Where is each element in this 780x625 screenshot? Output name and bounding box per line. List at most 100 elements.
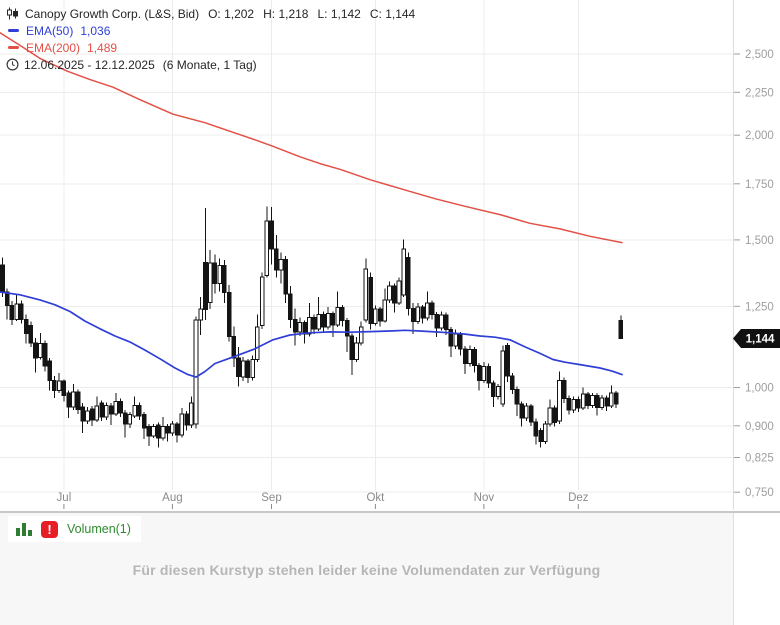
candle: [137, 402, 142, 420]
y-axis-tick-label: 2,000: [745, 130, 774, 142]
candle-body-down: [245, 360, 251, 379]
candle: [250, 355, 255, 381]
candle-body-down: [28, 325, 34, 344]
price-chart[interactable]: 2,500 2,250 2,000 1,750 1,500 1,250 1,000 0,900…: [0, 0, 780, 510]
candle: [491, 380, 496, 407]
candle: [472, 346, 477, 373]
candle: [132, 396, 137, 418]
candle: [524, 403, 529, 421]
candle: [47, 357, 53, 391]
y-axis-tick-label: 0,750: [745, 487, 774, 499]
candle-body-down: [292, 319, 298, 333]
candle-body-down: [368, 277, 373, 325]
candle-body-down: [4, 291, 10, 307]
candle: [613, 391, 619, 409]
y-axis-tick-label: 2,250: [745, 87, 774, 99]
candle-body-down: [491, 382, 496, 398]
candle: [609, 385, 614, 409]
candle: [9, 301, 15, 325]
candle-body-up: [425, 302, 430, 319]
warning-icon[interactable]: !: [41, 520, 58, 538]
candle: [85, 406, 90, 424]
candle-body-down: [533, 421, 539, 437]
candle-body-up: [358, 326, 364, 344]
candle-body-up: [580, 393, 586, 409]
candle: [255, 314, 260, 363]
candle-body-down: [283, 258, 288, 295]
y-axis-tick-label: 1,000: [745, 383, 774, 395]
candle: [269, 207, 274, 265]
candle-body-down: [585, 393, 591, 406]
candle-body-up: [439, 314, 444, 329]
candle: [122, 410, 128, 438]
candle-body-down: [472, 349, 477, 367]
candle: [382, 288, 388, 323]
candle: [297, 317, 303, 336]
last-price-badge: 1,144: [733, 329, 780, 348]
candle: [585, 391, 591, 410]
candle: [481, 362, 487, 384]
candle-body-down: [420, 306, 425, 319]
candle-body-up: [38, 343, 43, 359]
candle-body-up: [113, 401, 119, 415]
candle-body-down: [538, 430, 543, 443]
candle-body-down: [75, 391, 81, 410]
candle-body-up: [481, 365, 487, 381]
candle-body-down: [222, 265, 227, 293]
candle-body-down: [434, 314, 439, 329]
candle: [434, 312, 439, 338]
candle-body-down: [406, 256, 411, 310]
candle-body-down: [458, 333, 463, 350]
candle-body-down: [519, 403, 525, 419]
candle: [599, 394, 605, 410]
candle-body-down: [42, 343, 48, 367]
candle: [23, 314, 29, 344]
candle-body-down: [505, 345, 510, 377]
candle-body-down: [443, 314, 449, 331]
candle: [571, 396, 576, 414]
y-axis-tick-label: 1,500: [745, 235, 774, 247]
candle: [231, 326, 237, 367]
candle: [335, 291, 340, 328]
candle-body-down: [576, 398, 581, 409]
candle: [113, 393, 119, 416]
candle-body-down: [476, 365, 482, 381]
candle-body-down: [594, 395, 600, 409]
candle-body-down: [321, 314, 326, 328]
candle-body-down: [274, 248, 279, 271]
candle-body-down: [156, 424, 161, 439]
candle: [429, 300, 435, 320]
candle: [292, 308, 298, 346]
candle-body-down: [618, 320, 624, 339]
candle: [514, 386, 520, 416]
x-axis-label: Dez: [568, 492, 589, 504]
candle: [94, 396, 100, 422]
axis-line: [733, 513, 734, 625]
axis-gutter: [734, 513, 780, 625]
candle-body-down: [141, 414, 147, 429]
grid: [0, 0, 734, 510]
candle-body-up: [547, 407, 553, 425]
candle: [316, 297, 321, 331]
candle: [217, 258, 222, 292]
candle: [160, 417, 166, 441]
y-axis-tick-label: 0,900: [745, 421, 774, 433]
candle-body-up: [557, 379, 562, 422]
candle: [387, 281, 392, 303]
candle: [302, 320, 307, 344]
x-axis-label: Aug: [162, 492, 182, 504]
volume-legend[interactable]: ! Volumen(1): [8, 516, 141, 542]
candle-body-up: [56, 380, 62, 391]
candle: [42, 340, 48, 372]
candle-body-up: [401, 248, 406, 296]
candle: [325, 306, 331, 330]
candle: [618, 315, 624, 340]
candle: [278, 252, 284, 284]
candle: [580, 387, 586, 410]
candle-body-down: [203, 261, 208, 311]
candle: [75, 389, 81, 414]
last-price-value: 1,144: [746, 334, 775, 346]
candle-body-up: [382, 299, 388, 322]
candle: [533, 418, 539, 445]
